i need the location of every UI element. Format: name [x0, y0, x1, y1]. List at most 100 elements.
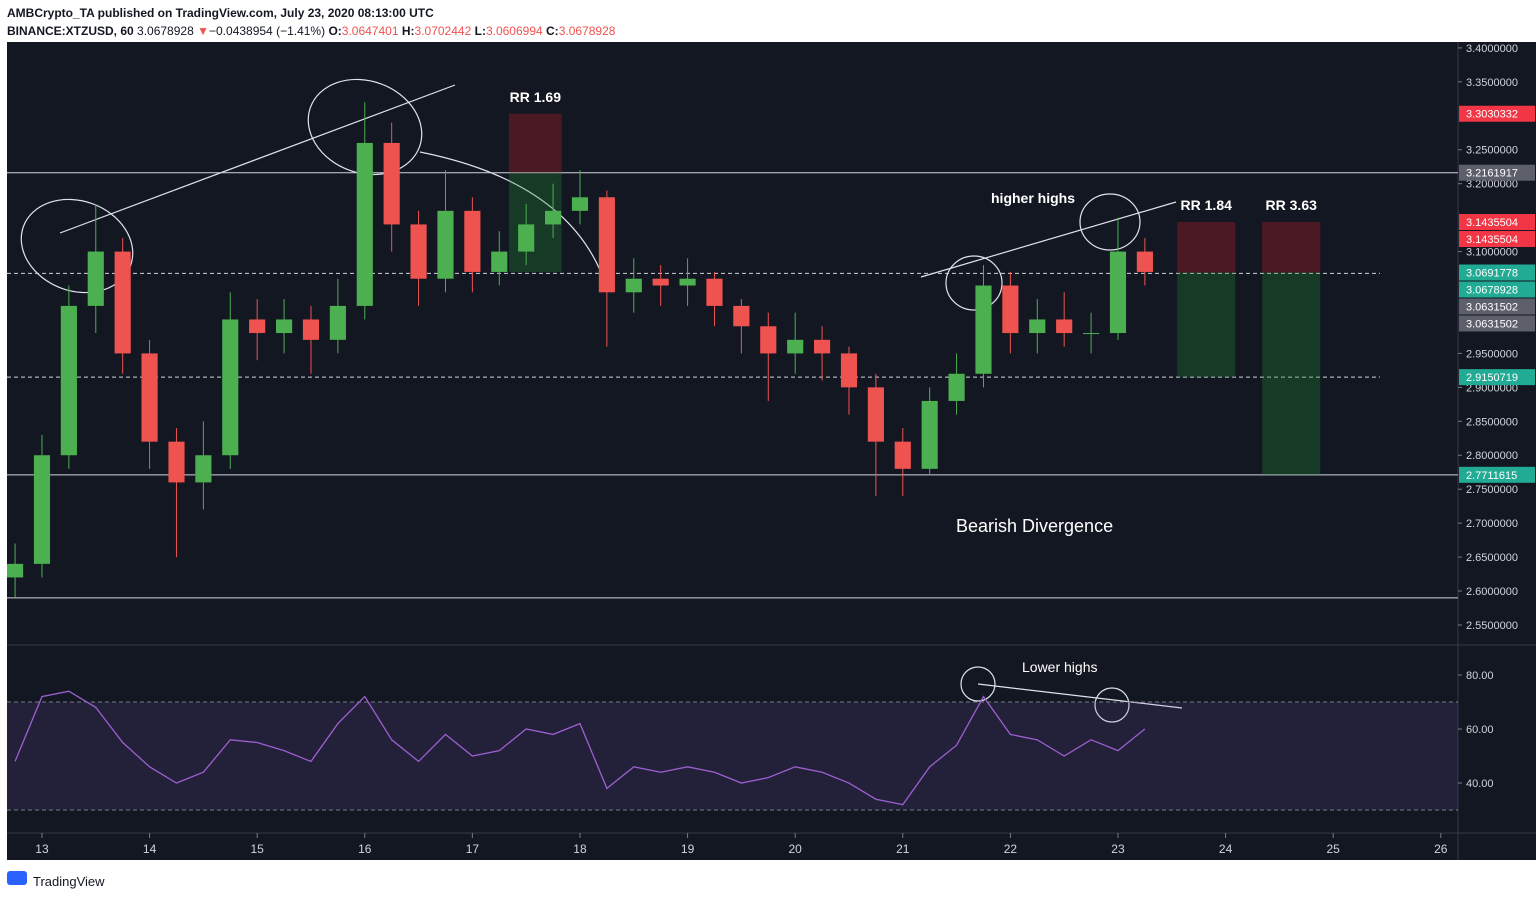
candle-body — [464, 210, 481, 272]
reward-zone — [1177, 272, 1236, 378]
price-badge-label: 3.0631502 — [1466, 319, 1518, 331]
candle-body — [1056, 319, 1073, 334]
h: 3.0702442 — [415, 24, 472, 38]
candle-body — [222, 319, 239, 456]
x-tick-label: 21 — [896, 842, 910, 856]
candle-body — [195, 455, 212, 483]
candle-body — [840, 353, 858, 388]
y-tick-label: 3.2500000 — [1466, 145, 1518, 157]
x-tick-label: 14 — [143, 842, 157, 856]
y-tick-label: 40.00 — [1466, 778, 1494, 790]
rsi-band — [7, 701, 1458, 811]
price-badge-label: 3.3030332 — [1466, 109, 1518, 121]
candle-body — [1083, 333, 1100, 335]
candle-body — [598, 197, 615, 293]
candle-body — [545, 210, 562, 225]
annotation: Bearish Divergence — [956, 516, 1113, 536]
y-tick-label: 2.8000000 — [1466, 450, 1518, 462]
price-badge-label: 3.0691778 — [1466, 268, 1518, 280]
x-tick-label: 15 — [250, 842, 264, 856]
price-badge-label: 3.0631502 — [1466, 302, 1518, 314]
candle-body — [1029, 319, 1046, 334]
candle-body — [518, 224, 535, 252]
candle-body — [356, 142, 373, 306]
c: 3.0678928 — [559, 24, 616, 38]
candle-body — [410, 224, 427, 279]
x-tick-label: 22 — [1004, 842, 1018, 856]
y-tick-label: 2.7000000 — [1466, 518, 1518, 530]
y-tick-label: 3.3500000 — [1466, 77, 1518, 89]
y-tick-label: 2.9000000 — [1466, 382, 1518, 394]
candle-body — [921, 400, 938, 469]
position-label: RR 1.84 — [1181, 197, 1233, 213]
x-tick-label: 13 — [35, 842, 49, 856]
circle — [945, 255, 1003, 311]
c-label: C: — [546, 24, 559, 38]
candle-body — [706, 278, 723, 306]
x-tick-label: 18 — [573, 842, 587, 856]
price-badge — [1459, 281, 1535, 298]
risk-zone — [508, 113, 562, 173]
price-badge-label: 2.9150719 — [1466, 372, 1518, 384]
position-label: RR 1.69 — [510, 89, 562, 105]
ohlc-line: BINANCE:XTZUSD, 60 3.0678928 ▼−0.0438954… — [7, 24, 616, 38]
rsi-line — [14, 690, 1146, 806]
y-tick-label: 2.9500000 — [1466, 348, 1518, 360]
y-tick-label: 2.7500000 — [1466, 484, 1518, 496]
price-badge — [1459, 214, 1535, 231]
risk-zone — [1262, 222, 1321, 273]
candle-body — [814, 339, 831, 354]
candle-body — [383, 142, 400, 225]
y-tick-label: 80.00 — [1466, 670, 1494, 682]
price-badge-label: 3.1435504 — [1466, 234, 1518, 246]
change: −0.0438954 (−1.41%) — [209, 24, 325, 38]
drawings — [20, 78, 1183, 723]
candle-body — [787, 339, 804, 354]
candle-body — [652, 278, 669, 286]
price-badge-label: 3.1435504 — [1466, 217, 1518, 229]
candle-body — [7, 563, 24, 578]
price-badge-label: 3.0678928 — [1466, 285, 1518, 297]
x-tick-label: 20 — [788, 842, 802, 856]
candle-body — [894, 441, 911, 469]
candle-body — [1002, 285, 1019, 334]
arrow: ▼ — [197, 24, 209, 38]
price-badge — [1459, 298, 1535, 315]
footer-logo[interactable]: TradingView — [33, 874, 105, 889]
symbol: BINANCE:XTZUSD, 60 — [7, 24, 134, 38]
l: 3.0606994 — [486, 24, 543, 38]
trend-line — [59, 84, 456, 234]
annotation: Lower highs — [1022, 659, 1098, 675]
circle — [307, 78, 423, 176]
candle-body — [571, 197, 589, 211]
last: 3.0678928 — [137, 24, 194, 38]
chart-area — [7, 42, 1536, 860]
candle-body — [867, 387, 884, 442]
annotation: higher highs — [991, 190, 1075, 206]
y-tick-label: 2.6500000 — [1466, 552, 1518, 564]
candle-body — [948, 373, 965, 401]
candle-body — [1136, 251, 1153, 272]
candle-body — [975, 285, 992, 374]
candle-body — [625, 278, 642, 293]
annotations: higher highs Bearish Divergence Lower hi… — [956, 190, 1113, 675]
price-badge — [1459, 164, 1535, 181]
trend-line — [920, 201, 1177, 278]
y-tick-label: 2.6000000 — [1466, 586, 1518, 598]
candle-body — [1109, 251, 1127, 334]
candle-body — [302, 319, 320, 340]
trend-line — [977, 683, 1183, 709]
price-badge — [1459, 264, 1535, 281]
x-tick-label: 24 — [1219, 842, 1233, 856]
published: AMBCrypto_TA published on TradingView.co… — [7, 6, 434, 20]
o-label: O: — [328, 24, 341, 38]
o: 3.0647401 — [342, 24, 399, 38]
x-tick-label: 19 — [681, 842, 695, 856]
price-badge — [1459, 466, 1535, 483]
y-tick-label: 3.1000000 — [1466, 247, 1518, 259]
price-badge — [1459, 315, 1535, 332]
arrow-curve — [419, 151, 601, 271]
candle-body — [87, 251, 104, 306]
